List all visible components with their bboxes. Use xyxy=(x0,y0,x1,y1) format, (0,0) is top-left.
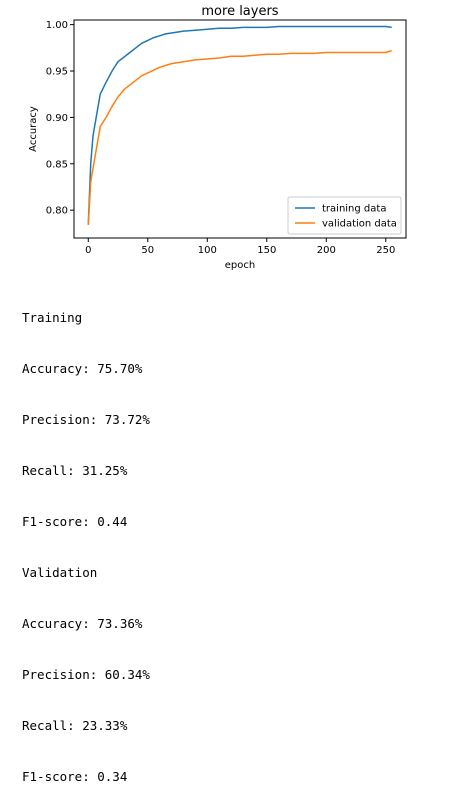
plot-content xyxy=(87,25,392,226)
x-tick-label: 0 xyxy=(85,245,91,256)
axis-ticks: 0 50 100 150 200 250 0.80 0.85 0.90 0.95 1.00 xyxy=(46,20,396,256)
chart-title: more layers xyxy=(201,4,278,19)
y-tick-label: 0.95 xyxy=(46,67,68,78)
x-tick-label: 100 xyxy=(198,245,217,256)
chart-legend: training data validation data xyxy=(287,196,402,235)
y-axis-label: Accuracy xyxy=(28,106,39,152)
legend-entry-1: validation data xyxy=(322,219,397,230)
plot-frame xyxy=(73,19,407,239)
y-tick-label: 0.85 xyxy=(46,159,68,170)
metrics-heading-training: Training xyxy=(22,310,83,325)
metric-training-recall: Recall: 31.25% xyxy=(22,463,128,478)
y-tick-label: 0.90 xyxy=(46,113,68,124)
series-line-0 xyxy=(87,25,392,225)
series-line-1 xyxy=(87,49,392,226)
metric-training-accuracy: Accuracy: 75.70% xyxy=(22,361,143,376)
x-tick-label: 200 xyxy=(317,245,336,256)
x-tick-label: 50 xyxy=(141,245,154,256)
metric-validation-accuracy: Accuracy: 73.36% xyxy=(22,616,143,631)
metric-validation-recall: Recall: 23.33% xyxy=(22,718,128,733)
y-tick-label: 0.80 xyxy=(46,206,68,217)
x-axis-label: epoch xyxy=(225,260,255,271)
accuracy-chart: more layers 0 50 100 150 200 2500.800.850.900… xyxy=(28,4,407,271)
x-tick-label: 150 xyxy=(257,245,276,256)
metric-validation-precision: Precision: 60.34% xyxy=(22,667,150,682)
metric-training-f1: F1-score: 0.44 xyxy=(22,514,128,529)
legend-box xyxy=(287,196,402,235)
metrics-heading-validation: Validation xyxy=(22,565,98,580)
y-tick-label: 1.00 xyxy=(46,20,68,31)
metric-training-precision: Precision: 73.72% xyxy=(22,412,150,427)
metrics-output: Training Accuracy: 75.70% Precision: 73.… xyxy=(22,275,150,802)
x-tick-label: 250 xyxy=(376,245,395,256)
legend-entry-0: training data xyxy=(322,204,386,215)
metric-validation-f1: F1-score: 0.34 xyxy=(22,769,128,784)
